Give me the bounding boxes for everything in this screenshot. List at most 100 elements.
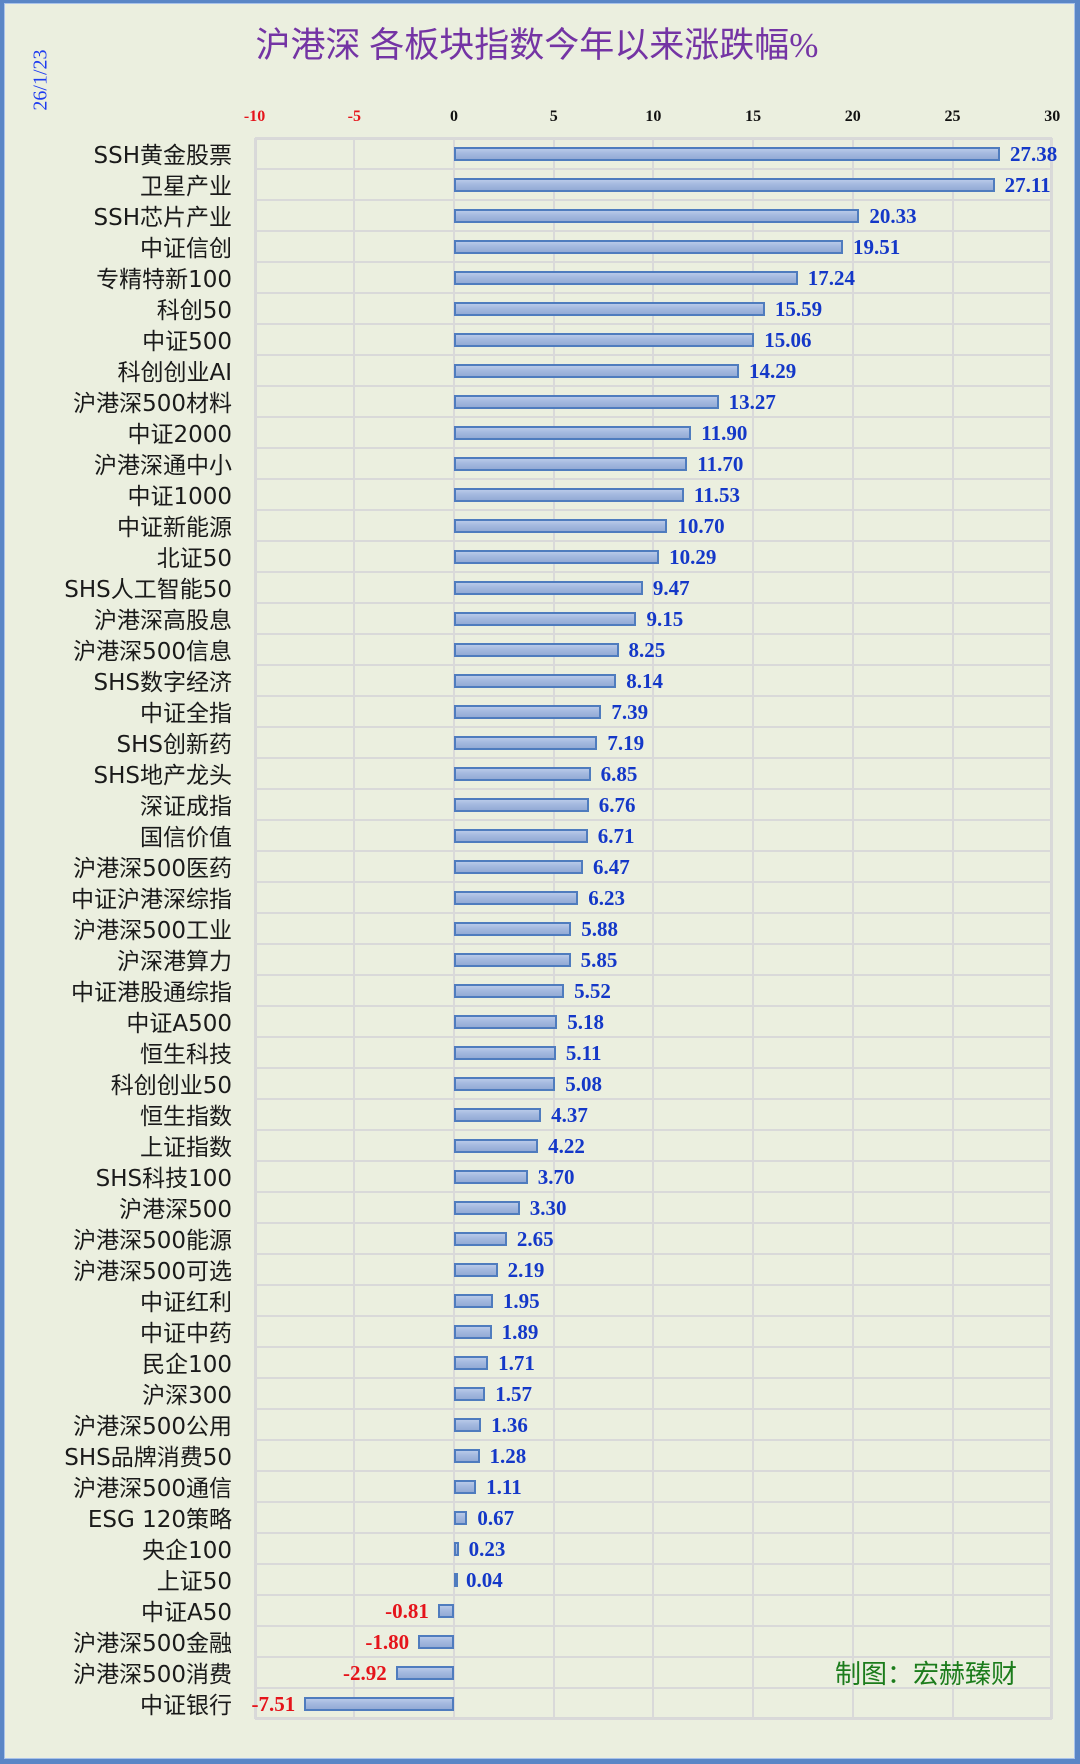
value-label: 5.85 xyxy=(580,947,618,972)
horizontal-gridline xyxy=(254,663,1053,666)
bar xyxy=(454,240,844,255)
category-label: 中证500 xyxy=(142,328,232,355)
bar xyxy=(437,1604,454,1619)
bar xyxy=(454,1418,482,1433)
category-label: SHS地产龙头 xyxy=(93,762,233,789)
horizontal-gridline xyxy=(254,136,1053,139)
value-label: 11.90 xyxy=(701,420,748,445)
category-label: 恒生科技 xyxy=(140,1041,232,1068)
horizontal-gridline xyxy=(254,539,1053,542)
category-label: 沪港深500能源 xyxy=(73,1227,232,1254)
horizontal-gridline xyxy=(254,1718,1053,1720)
category-label: 专精特新100 xyxy=(96,266,232,293)
bar xyxy=(454,333,755,348)
vertical-gridline xyxy=(951,137,954,1719)
category-label: 北证50 xyxy=(156,545,232,572)
category-label: 沪港深500 xyxy=(119,1196,232,1223)
horizontal-gridline xyxy=(254,1624,1053,1627)
value-label: 0.23 xyxy=(468,1536,506,1561)
category-label: 沪港深500材料 xyxy=(73,390,232,417)
category-label: 卫星产业 xyxy=(140,173,232,200)
category-label: 沪港深500金融 xyxy=(73,1630,232,1657)
horizontal-gridline xyxy=(254,167,1053,170)
x-tick-label: 20 xyxy=(844,108,861,125)
horizontal-gridline xyxy=(254,415,1053,418)
bar xyxy=(454,426,692,441)
bar xyxy=(454,550,660,565)
x-tick-label: 0 xyxy=(450,108,458,125)
category-label: SHS科技100 xyxy=(95,1165,232,1192)
x-tick-label: 5 xyxy=(549,108,558,125)
horizontal-gridline xyxy=(254,880,1053,883)
value-label: 27.11 xyxy=(1004,172,1051,197)
category-label: 科创创业50 xyxy=(110,1072,232,1099)
bar xyxy=(454,891,579,906)
bar xyxy=(418,1635,454,1650)
value-label: 6.23 xyxy=(588,885,625,910)
value-label: 1.11 xyxy=(486,1474,522,1499)
horizontal-gridline xyxy=(254,1469,1053,1472)
x-tick-label: -10 xyxy=(243,108,266,125)
bar xyxy=(454,1108,542,1123)
value-label: 1.95 xyxy=(502,1288,540,1313)
value-label: -1.80 xyxy=(365,1629,410,1654)
value-label: 1.89 xyxy=(501,1319,539,1344)
value-label: -2.92 xyxy=(343,1660,387,1685)
bar xyxy=(454,209,860,224)
bar xyxy=(454,1263,498,1278)
bar xyxy=(395,1666,454,1681)
bar xyxy=(454,767,591,782)
category-label: 中证银行 xyxy=(140,1692,232,1719)
category-label: ESG 120策略 xyxy=(87,1506,232,1533)
horizontal-gridline xyxy=(254,849,1053,852)
category-label: SSH黄金股票 xyxy=(93,142,233,169)
bar xyxy=(454,612,637,627)
value-label: 20.33 xyxy=(869,203,917,228)
bar xyxy=(454,1015,558,1030)
category-label: 恒生指数 xyxy=(140,1103,232,1130)
horizontal-gridline xyxy=(254,1066,1053,1069)
category-label: 中证2000 xyxy=(127,421,232,448)
horizontal-gridline xyxy=(254,1283,1053,1286)
value-label: 13.27 xyxy=(728,389,776,414)
horizontal-gridline xyxy=(254,1128,1053,1131)
value-label: 14.29 xyxy=(748,358,797,383)
category-label: 中证港股通综指 xyxy=(71,979,232,1006)
value-label: 0.04 xyxy=(466,1567,503,1592)
category-label: 中证A50 xyxy=(140,1599,232,1626)
value-label: 1.36 xyxy=(491,1412,528,1437)
horizontal-gridline xyxy=(254,1004,1053,1007)
value-label: 11.53 xyxy=(693,482,740,507)
category-label: 科创创业AI xyxy=(117,359,232,386)
category-label: 中证新能源 xyxy=(117,514,232,541)
category-label: SHS人工智能50 xyxy=(64,576,232,603)
bar xyxy=(454,457,688,472)
horizontal-gridline xyxy=(254,942,1053,945)
horizontal-gridline xyxy=(254,384,1053,387)
category-label: 上证指数 xyxy=(140,1134,232,1161)
x-tick-label: 10 xyxy=(645,108,662,125)
bar xyxy=(454,829,588,844)
horizontal-gridline xyxy=(254,477,1053,480)
horizontal-gridline xyxy=(254,322,1053,325)
category-label: SHS品牌消费50 xyxy=(64,1444,232,1471)
category-label: 沪港深500可选 xyxy=(73,1258,232,1285)
value-label: 6.47 xyxy=(593,854,630,879)
bar xyxy=(454,1573,458,1588)
category-label: 科创50 xyxy=(156,297,232,324)
value-label: 5.88 xyxy=(581,916,618,941)
value-label: 3.30 xyxy=(529,1195,567,1220)
value-label: 7.19 xyxy=(607,730,645,755)
value-label: 1.71 xyxy=(498,1350,535,1375)
bar xyxy=(454,1294,493,1309)
value-label: 5.08 xyxy=(565,1071,603,1096)
category-label: 沪深300 xyxy=(142,1382,232,1409)
horizontal-gridline xyxy=(254,1221,1053,1224)
value-label: 9.15 xyxy=(646,606,684,631)
value-label: 19.51 xyxy=(853,234,901,259)
category-label: 央企100 xyxy=(142,1537,232,1564)
category-label: 沪港深500公用 xyxy=(73,1413,232,1440)
horizontal-gridline xyxy=(254,1531,1053,1534)
value-label: 1.57 xyxy=(495,1381,533,1406)
bar xyxy=(454,736,598,751)
